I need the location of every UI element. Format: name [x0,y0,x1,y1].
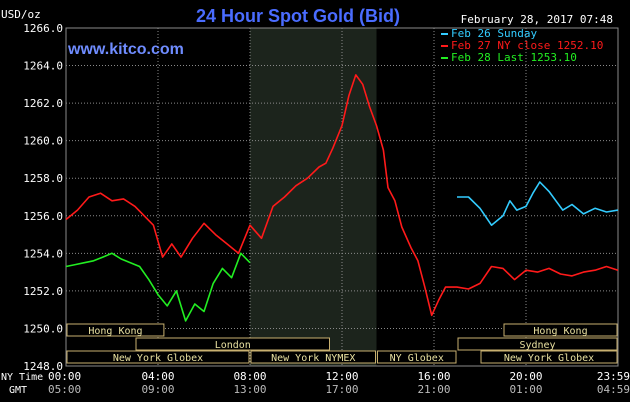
chart-title: 24 Hour Spot Gold (Bid) [196,6,400,26]
legend-swatch [441,57,448,59]
market-session: New York Globex [66,350,250,364]
gmt-tick: 04:59 [597,383,630,396]
y-tick-label: 1264.0 [23,60,63,73]
y-axis: 1266.0 1264.0 1262.0 1260.0 1258.0 1256.0 1254… [23,22,63,373]
market-label: New York Globex [113,353,203,364]
market-bar [66,350,250,364]
y-tick-label: 1252.0 [23,285,63,298]
market-label: Sydney [519,340,555,351]
date-time: February 28, 2017 07:48 [461,13,613,26]
legend-item: Feb 26 Sunday [441,27,537,40]
ny-time-tick: 16:00 [417,370,450,383]
y-tick-label: 1250.0 [23,322,63,335]
ny-time-tick: 12:00 [325,370,358,383]
market-bar [66,323,165,337]
ny-time-tick: 23:59 [597,370,630,383]
market-session: New York NYMEX [250,350,376,364]
ny-time-label: NY Time [1,372,43,383]
market-label: Hong Kong [533,326,587,337]
legend: Feb 26 Sunday Feb 27 NY close 1252.10 Fe… [441,27,603,64]
series-line [457,181,619,226]
ny-time-tick: 04:00 [141,370,174,383]
ny-time-tick: 08:00 [233,370,266,383]
legend-label: Feb 27 NY close 1252.10 [451,39,603,52]
y-tick-label: 1262.0 [23,97,63,110]
market-session: Hong Kong [503,323,618,337]
y-tick-label: 1260.0 [23,135,63,148]
market-bar [480,350,618,364]
ny-time-tick: 20:00 [509,370,542,383]
y-tick-label: 1266.0 [23,22,63,35]
site-link[interactable]: www.kitco.com [67,41,184,58]
market-bar [503,323,618,337]
market-sessions: Hong Kong Hong Kong London Sydney New York G… [66,323,618,364]
market-label: Hong Kong [88,326,142,337]
market-session: Sydney [457,337,618,351]
y-tick-label: 1258.0 [23,172,63,185]
legend-item: Feb 27 NY close 1252.10 [441,39,603,52]
legend-label: Feb 28 Last 1253.10 [451,51,577,64]
gmt-tick: 01:00 [509,383,542,396]
gmt-tick: 21:00 [417,383,450,396]
plot-frame [65,27,619,367]
ny-time-tick: 00:00 [48,370,81,383]
nymex-session-band [250,28,377,366]
series-line [65,74,619,317]
market-label: New York NYMEX [271,353,355,364]
market-label: New York Globex [504,353,594,364]
legend-item: Feb 28 Last 1253.10 [441,51,577,64]
market-session: New York Globex [480,350,618,364]
market-label: NY Globex [390,353,444,364]
gmt-tick: 09:00 [141,383,174,396]
y-tick-label: 1248.0 [23,360,63,373]
market-label: London [215,340,251,351]
market-bar [457,337,618,351]
y-tick-label: 1254.0 [23,247,63,260]
gmt-tick: 17:00 [325,383,358,396]
market-session: London [135,337,330,351]
legend-swatch [441,45,448,47]
price-lines [65,74,619,322]
market-bar [377,350,457,364]
series-line [65,252,251,322]
gmt-tick: 05:00 [48,383,81,396]
y-tick-label: 1256.0 [23,210,63,223]
market-bar [250,350,376,364]
market-session: Hong Kong [66,323,165,337]
gmt-tick: 13:00 [233,383,266,396]
market-bar [135,337,330,351]
market-session: NY Globex [377,350,457,364]
legend-label: Feb 26 Sunday [451,27,537,40]
unit-label: USD/oz [1,8,41,21]
chart-grid [65,27,619,367]
legend-swatch [441,33,448,35]
gmt-label: GMT [9,385,27,396]
